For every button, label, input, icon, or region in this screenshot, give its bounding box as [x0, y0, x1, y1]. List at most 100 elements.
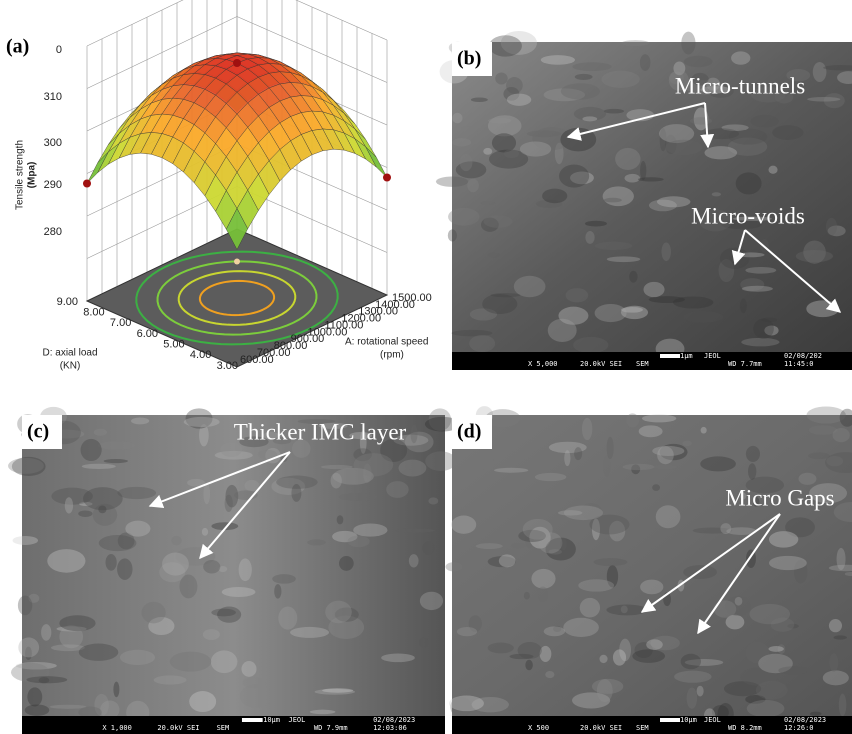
texture: [806, 300, 839, 317]
annotation: Micro-voids: [691, 203, 805, 228]
texture: [572, 62, 611, 71]
texture: [673, 296, 713, 308]
panel-label: (d): [457, 421, 481, 443]
texture: [839, 694, 847, 717]
info-text: 02/08/2023: [784, 716, 826, 724]
texture: [639, 425, 663, 437]
texture: [558, 510, 583, 515]
texture: [747, 700, 785, 717]
texture: [471, 97, 488, 102]
info-text: 20.0kV SEI: [580, 360, 622, 368]
texture: [580, 598, 600, 618]
texture: [578, 579, 614, 591]
texture: [211, 650, 238, 673]
texture: [541, 55, 575, 65]
figure: (a)0310300290280Tensile strength(Mpa)9.0…: [0, 0, 852, 734]
texture: [184, 417, 220, 427]
info-text: 12:26:0: [784, 724, 814, 732]
texture: [518, 642, 542, 659]
texture: [419, 637, 428, 647]
info-text: SEM: [636, 360, 649, 368]
info-text: 02/08/202: [784, 352, 822, 360]
texture: [595, 304, 627, 322]
texture: [203, 484, 210, 505]
z-axis-title: Tensile strength: [15, 140, 26, 210]
texture: [656, 505, 681, 528]
texture: [642, 414, 676, 422]
texture: [488, 643, 514, 654]
texture: [753, 318, 774, 338]
texture: [8, 458, 44, 474]
info-text: JEOL: [704, 716, 721, 724]
texture: [720, 248, 750, 269]
texture: [564, 450, 570, 466]
texture: [274, 584, 281, 599]
texture: [701, 427, 707, 434]
texture: [778, 666, 809, 674]
texture: [585, 221, 607, 227]
texture: [629, 271, 637, 283]
texture: [203, 560, 220, 573]
texture: [239, 558, 252, 581]
texture: [714, 600, 737, 617]
texture: [604, 109, 624, 114]
texture: [339, 556, 354, 571]
info-text: X 1,000: [102, 724, 132, 732]
texture: [409, 554, 419, 567]
annotation: Micro Gaps: [725, 485, 834, 510]
texture: [222, 587, 256, 597]
d-tick-label: 3.00: [217, 360, 238, 372]
texture: [495, 72, 507, 84]
texture: [18, 595, 32, 615]
texture: [582, 116, 597, 121]
texture: [41, 624, 51, 641]
texture: [574, 447, 582, 460]
texture: [483, 215, 512, 228]
texture: [551, 695, 563, 701]
d-tick-label: 5.00: [163, 339, 184, 351]
texture: [445, 562, 462, 571]
texture: [436, 176, 468, 186]
texture: [499, 554, 516, 567]
texture: [697, 686, 704, 697]
texture: [202, 528, 208, 536]
texture: [769, 556, 807, 570]
texture: [189, 691, 216, 712]
texture: [452, 330, 493, 336]
texture: [687, 687, 697, 708]
texture: [81, 439, 102, 461]
texture: [514, 276, 546, 297]
texture: [683, 565, 717, 579]
texture: [745, 267, 776, 274]
texture: [425, 451, 456, 471]
texture: [615, 148, 640, 170]
info-text: JEOL: [288, 716, 305, 724]
d-tick-label: 6.00: [137, 328, 158, 340]
z-tick-label: 300: [44, 137, 62, 149]
texture: [593, 558, 627, 566]
texture: [566, 288, 589, 302]
design-point: [83, 180, 91, 188]
texture: [742, 286, 773, 292]
texture: [525, 660, 533, 671]
texture: [452, 113, 462, 124]
texture: [829, 654, 838, 672]
texture: [700, 456, 736, 471]
a-tick-label: 1500.00: [392, 292, 432, 304]
texture: [448, 229, 457, 241]
texture: [712, 192, 721, 196]
texture: [272, 574, 296, 584]
annotation: Thicker IMC layer: [234, 419, 407, 444]
texture: [560, 537, 566, 550]
texture: [607, 437, 614, 459]
design-point: [234, 259, 240, 265]
texture: [681, 32, 695, 55]
texture: [347, 536, 369, 548]
texture: [640, 161, 646, 180]
info-text: 20.0kV SEI: [580, 724, 622, 732]
z-tick-label: 310: [44, 91, 62, 103]
texture: [457, 627, 477, 636]
design-point: [383, 174, 391, 182]
texture: [381, 654, 415, 663]
